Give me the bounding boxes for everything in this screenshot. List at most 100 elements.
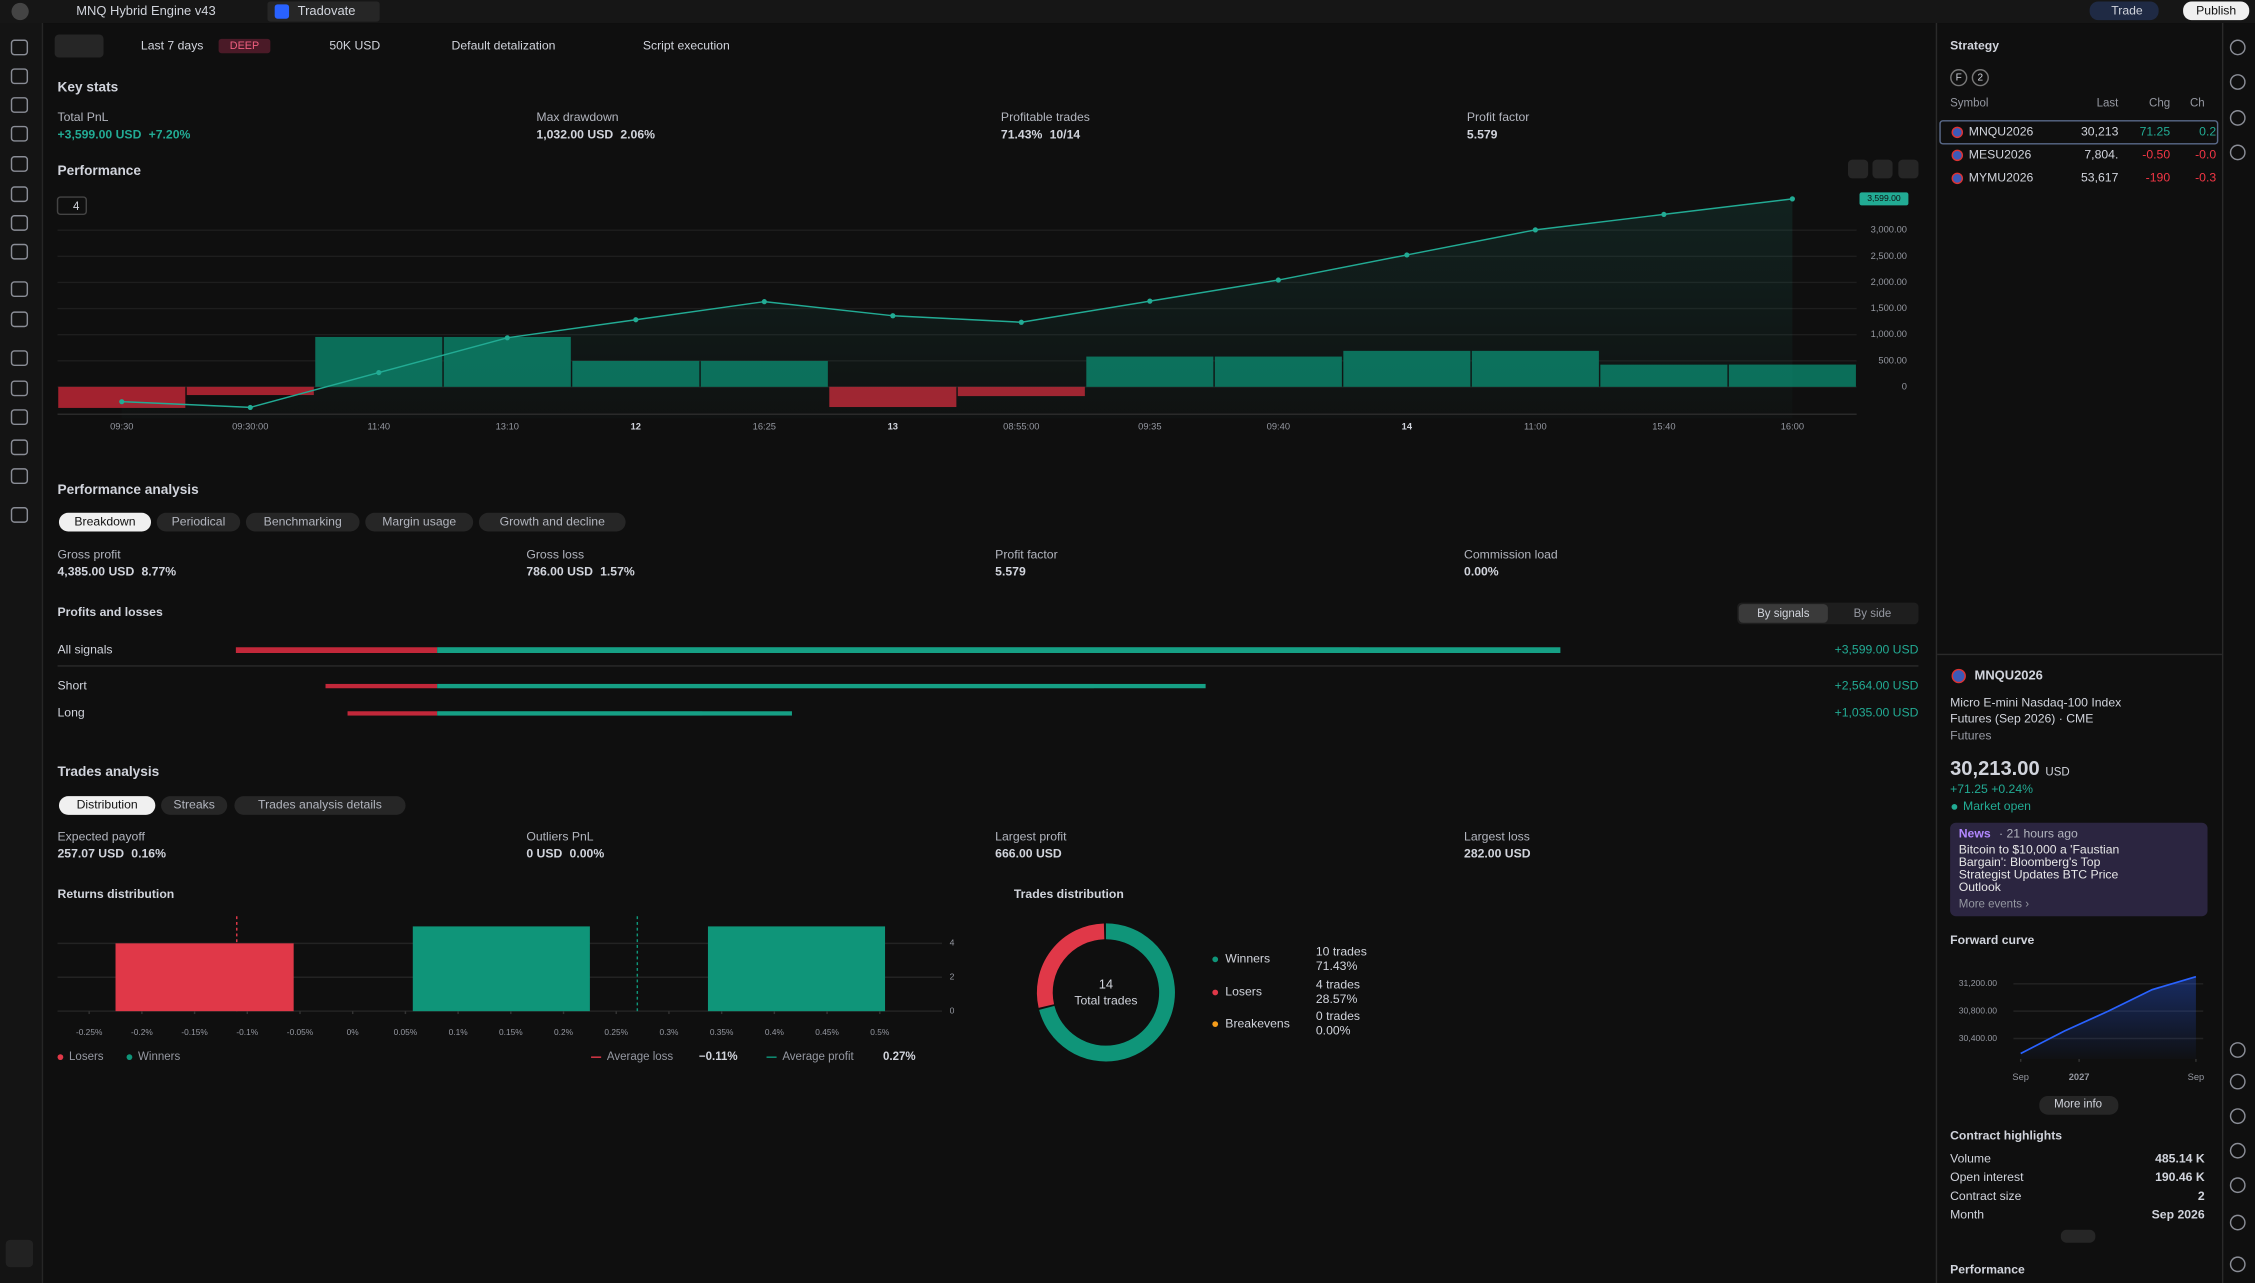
button-label[interactable]: Trade [2111,4,2143,18]
tool-icon[interactable] [10,468,29,485]
chart-button[interactable] [1848,159,1869,179]
watchlist-cell[interactable]: -0.3 [2195,171,2216,185]
tab-label[interactable]: Growth and decline [500,514,605,528]
tool-icon[interactable] [10,439,29,456]
tool-icon[interactable] [10,243,29,260]
side-icon[interactable] [2229,1042,2246,1058]
tool-icon[interactable] [10,156,29,172]
toolbar-item[interactable]: Last 7 days [141,38,203,52]
tab-label[interactable]: Breakdown [74,514,135,528]
side-icon[interactable] [2229,1108,2246,1125]
tool-icon[interactable] [10,97,29,113]
tab-title[interactable]: MNQ Hybrid Engine v43 [76,3,215,18]
toggle-label[interactable]: By side [1854,608,1892,620]
toggle-active[interactable] [1738,604,1828,623]
legend-label: Winners [138,1051,180,1063]
x-tick-label: 0.35% [710,1027,734,1037]
side-icon[interactable] [2229,1256,2246,1273]
news-more[interactable]: More events › [1959,899,2029,911]
tool-icon[interactable] [10,281,29,298]
tool-icon[interactable] [10,311,29,328]
side-icon[interactable] [2229,1177,2246,1194]
chart-button[interactable] [1872,159,1893,179]
x-tick-label: 09:35 [1138,422,1161,432]
tool-icon[interactable] [10,125,29,142]
y-tick-label: 1,500.00 [1871,303,1907,313]
stat-value: 1,032.00 USD [536,127,613,141]
button-label[interactable]: More info [2054,1099,2102,1111]
side-icon[interactable] [2229,1142,2246,1159]
watchlist-cell[interactable]: MESU2026 [1969,148,2032,162]
stat-value: 0.00% [1464,565,1499,579]
watchlist-cell[interactable]: -190 [2146,171,2171,185]
favorites-button[interactable] [5,1239,34,1268]
stat-pct: +7.20% [149,127,191,141]
more-info-button[interactable] [2039,1096,2119,1115]
tab-pill[interactable] [161,796,228,815]
side-icon[interactable] [2229,1073,2246,1090]
tab-label[interactable]: Periodical [172,514,226,528]
trade-button[interactable] [2089,1,2159,21]
tab-label[interactable]: Distribution [77,798,138,812]
toggle-label[interactable]: By signals [1757,608,1810,620]
side-icon[interactable] [2229,1214,2246,1231]
highlight-value: 485.14 K [2155,1152,2205,1166]
dropdown[interactable] [56,196,88,216]
toolbar-item[interactable]: Default detalization [452,38,556,52]
tab-pill[interactable] [234,796,406,815]
view-toggle[interactable] [54,34,104,58]
watchlist-cell[interactable]: 30,213 [2081,125,2119,139]
chip[interactable] [1971,69,1989,87]
tab-label[interactable]: Benchmarking [264,514,342,528]
tool-icon[interactable] [10,39,29,56]
equity-point [1789,196,1795,202]
watchlist-cell[interactable]: -0.0 [2195,148,2216,162]
tab-pill[interactable] [58,796,156,815]
side-icon[interactable] [2229,110,2246,126]
tab-pill[interactable] [156,512,241,532]
tab-pill[interactable] [58,512,152,532]
watchlist-cell[interactable]: 7,804. [2084,148,2118,162]
watchlist-cell[interactable]: 71.25 [2140,125,2171,139]
tool-icon[interactable] [10,507,29,523]
stat-label: Gross profit [58,547,122,561]
watchlist-cell[interactable]: 0.2 [2199,125,2216,139]
news-card[interactable] [1950,822,2208,917]
tab-label[interactable]: Streaks [173,798,214,812]
tool-icon[interactable] [10,409,29,426]
legend-dot [1212,989,1219,996]
curve-line [2020,975,2197,1055]
side-icon[interactable] [2229,74,2246,90]
app-logo[interactable] [11,2,29,21]
toolbar-item[interactable]: Script execution [643,38,730,52]
watchlist-cell[interactable]: MNQU2026 [1969,125,2034,139]
chart-button[interactable] [1898,159,1919,179]
tool-icon[interactable] [10,68,29,85]
toolbar-item[interactable]: 50K USD [329,38,380,52]
watchlist-cell[interactable]: 53,617 [2081,171,2119,185]
tool-icon[interactable] [10,350,29,367]
watchlist-cell[interactable]: MYMU2026 [1969,171,2034,185]
equity-point [1661,211,1667,217]
tab-pill[interactable] [478,512,626,532]
tool-icon[interactable] [10,380,29,397]
tab-label[interactable]: Margin usage [382,514,456,528]
watchlist-cell[interactable]: -0.50 [2142,148,2170,162]
tool-icon[interactable] [10,186,29,203]
side-icon[interactable] [2229,39,2246,56]
panel-title[interactable]: Strategy [1950,38,1999,52]
button-label[interactable]: Publish [2196,4,2236,18]
tab-label[interactable]: Trades analysis details [258,798,382,812]
publish-button[interactable] [2183,1,2250,21]
x-tick-label: -0.25% [76,1027,103,1037]
side-icon[interactable] [2229,144,2246,161]
expand-button[interactable] [2060,1229,2096,1243]
tab-pill[interactable] [365,512,474,532]
chip[interactable] [1950,69,1968,87]
tool-icon[interactable] [10,215,29,231]
tab-title[interactable]: Tradovate [298,3,356,18]
column-header: Ch [2190,98,2205,110]
active-tab[interactable] [267,1,380,22]
legend-label: Average profit [782,1051,854,1063]
tab-pill[interactable] [245,512,360,532]
